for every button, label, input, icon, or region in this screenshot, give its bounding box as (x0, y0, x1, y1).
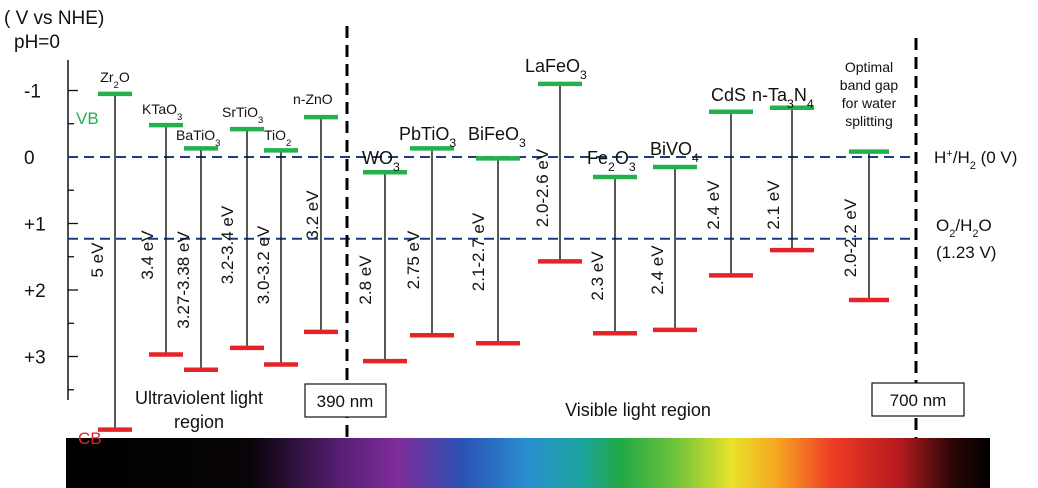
material-zr2o: Zr2O 5 eV (88, 69, 132, 432)
wavelength-390-label: 390 nm (317, 392, 374, 411)
wavelength-390-box (304, 383, 387, 418)
batio3-name-label: BaTiO3 (176, 127, 220, 149)
uv-region-label-line1: Ultraviolent light (135, 388, 263, 408)
y-tick-label: 0 (24, 148, 35, 169)
optimal-label-line1: Optimal (845, 59, 893, 75)
srtio3-gap-label: 3.2-3.4 eV (218, 205, 237, 284)
lafeo3-gap-label: 2.0-2.6 eV (533, 148, 552, 227)
fe2o3-gap-label: 2.3 eV (588, 251, 607, 301)
material-wo3: WO3 2.8 eV (356, 148, 407, 364)
tio2-name-label: TiO2 (264, 127, 291, 149)
material-lafeo3: LaFeO3 2.0-2.6 eV (525, 56, 587, 264)
y-tick-label: +3 (24, 348, 46, 369)
lafeo3-name-label: LaFeO3 (525, 56, 587, 82)
nta3n4-name-label: n-Ta3N4 (752, 85, 814, 111)
material-batio3: BaTiO3 3.27-3.38 eV (174, 127, 220, 373)
material-bands: Zr2O 5 eV KTaO3 3.4 eV BaTiO3 3.27-3.38 eV SrT… (88, 56, 889, 432)
optimal-label-line4: splitting (845, 113, 892, 129)
zr2o-name-label: Zr2O (100, 69, 130, 91)
material-srtio3: SrTiO3 3.2-3.4 eV (218, 104, 264, 351)
y-axis-ph-note: pH=0 (14, 32, 60, 53)
light-spectrum-bar (66, 438, 990, 488)
srtio3-name-label: SrTiO3 (222, 104, 263, 126)
cb-tag: CB (78, 429, 102, 448)
region-boundaries: 390 nm 700 nm (304, 26, 965, 438)
y-tick-label: +1 (24, 215, 46, 236)
wavelength-700-label: 700 nm (890, 391, 947, 410)
bifeo3-name-label: BiFeO3 (468, 124, 526, 150)
wo3-gap-label: 2.8 eV (356, 255, 375, 305)
cds-gap-label: 2.4 eV (704, 180, 723, 230)
wavelength-700-box (871, 382, 965, 417)
batio3-gap-label: 3.27-3.38 eV (174, 231, 193, 329)
o2-h2o-potential-label: (1.23 V) (936, 243, 996, 262)
nzno-name-label: n-ZnO (293, 91, 333, 107)
fe2o3-name-label: Fe2O3 (587, 148, 636, 174)
material-bivo4: BiVO4 2.4 eV (648, 139, 699, 333)
material-fe2o3: Fe2O3 2.3 eV (587, 148, 637, 336)
bifeo3-gap-label: 2.1-2.7 eV (469, 212, 488, 291)
material-cds: CdS 2.4 eV (704, 85, 753, 278)
uv-region-label-line2: region (174, 412, 224, 432)
pbtio3-gap-label: 2.75 eV (404, 230, 423, 289)
material-nzno: n-ZnO 3.2 eV (293, 91, 338, 335)
nzno-gap-label: 3.2 eV (303, 190, 322, 240)
tio2-gap-label: 3.0-3.2 eV (254, 225, 273, 304)
visible-region-label: Visible light region (565, 400, 711, 420)
material-pbtio3: PbTiO3 2.75 eV (399, 124, 456, 338)
ktao3-name-label: KTaO3 (142, 101, 182, 123)
material-bifeo3: BiFeO3 2.1-2.7 eV (468, 124, 526, 346)
wo3-name-label: WO3 (362, 148, 400, 174)
material-ktao3: KTaO3 3.4 eV (138, 101, 183, 357)
y-axis: ( V vs NHE) pH=0 -1 0 +1 +2 +3 (4, 8, 104, 400)
zr2o-gap-label: 5 eV (88, 242, 107, 278)
cds-name-label: CdS (711, 85, 746, 105)
y-tick-label: +2 (24, 281, 46, 302)
y-axis-unit: ( V vs NHE) (4, 8, 104, 29)
vb-tag: VB (76, 109, 99, 128)
bivo4-gap-label: 2.4 eV (648, 245, 667, 295)
o2-h2o-label: O2/H2O (936, 216, 992, 240)
optimal-label-line3: for water (842, 95, 897, 111)
material-tio2: TiO2 3.0-3.2 eV (254, 127, 298, 367)
h-plus-h2-label: H+/H2 (0 V) (934, 148, 1017, 172)
material-optimal: 2.0-2.2 eV (841, 149, 889, 303)
bivo4-name-label: BiVO4 (650, 139, 699, 165)
nta3n4-gap-label: 2.1 eV (764, 180, 783, 230)
material-nta3n4: n-Ta3N4 2.1 eV (752, 85, 814, 253)
optimal-label-line2: band gap (840, 77, 899, 93)
pbtio3-name-label: PbTiO3 (399, 124, 456, 150)
y-tick-label: -1 (24, 82, 41, 103)
ktao3-gap-label: 3.4 eV (138, 230, 157, 280)
optimal-gap-label: 2.0-2.2 eV (841, 198, 860, 277)
